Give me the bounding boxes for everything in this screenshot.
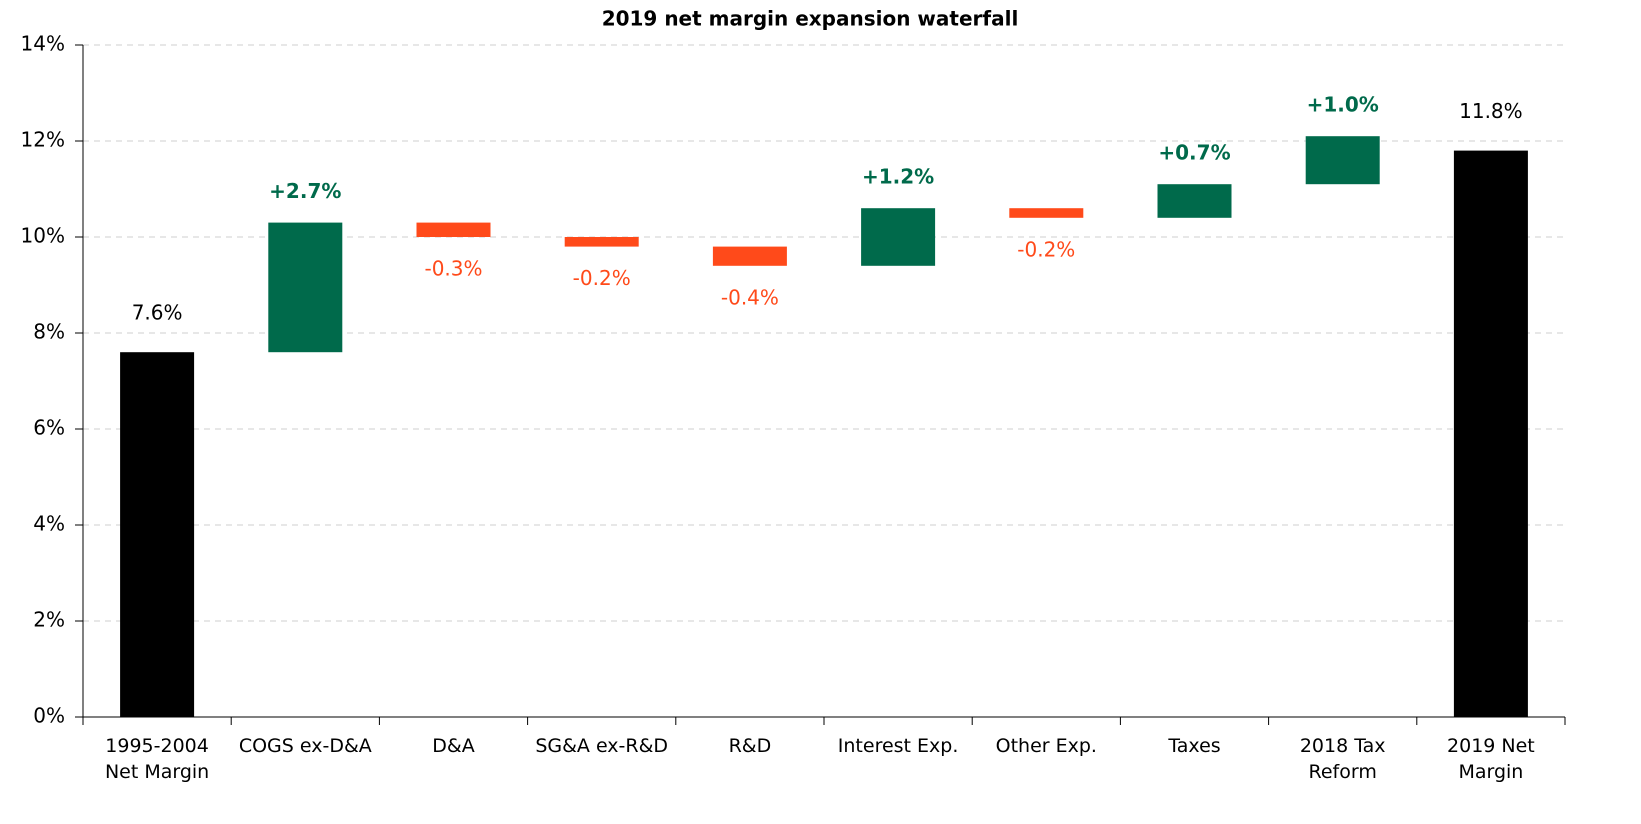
y-tick-label: 10% <box>21 224 65 248</box>
y-tick-label: 12% <box>21 128 65 152</box>
x-tick-label: D&A <box>432 735 475 757</box>
x-tick-label: COGS ex-D&A <box>238 735 372 757</box>
data-label: -0.2% <box>573 266 631 290</box>
data-label: +1.2% <box>862 165 934 189</box>
x-tick-label: 2018 Tax Reform <box>1299 735 1386 783</box>
x-tick-label: Taxes <box>1168 735 1221 757</box>
data-label: +0.7% <box>1158 141 1230 165</box>
data-label: 11.8% <box>1459 99 1523 123</box>
bar <box>1305 136 1380 185</box>
y-tick-label: 2% <box>33 608 65 632</box>
data-label: +1.0% <box>1307 93 1379 117</box>
x-tick-label: 1995-2004 Net Margin <box>104 735 210 783</box>
bar <box>416 222 491 237</box>
chart-title: 2019 net margin expansion waterfall <box>602 7 1019 31</box>
bar <box>712 246 787 266</box>
bar <box>1157 184 1232 218</box>
y-tick-label: 14% <box>21 32 65 56</box>
data-label: -0.3% <box>424 257 482 281</box>
bar <box>120 352 195 717</box>
bar <box>268 222 343 353</box>
y-tick-label: 6% <box>33 416 65 440</box>
bar <box>1009 208 1084 218</box>
x-tick-label: Interest Exp. <box>837 735 959 757</box>
y-tick-label: 4% <box>33 512 65 536</box>
y-tick-label: 8% <box>33 320 65 344</box>
data-label: +2.7% <box>269 179 341 203</box>
x-tick-label: Other Exp. <box>995 735 1097 757</box>
y-tick-label: 0% <box>33 704 65 728</box>
bar <box>564 237 639 247</box>
bar <box>861 208 936 266</box>
bar <box>1453 150 1528 718</box>
data-label: -0.4% <box>721 285 779 309</box>
x-tick-label: 2019 Net Margin <box>1447 735 1535 783</box>
data-label: -0.2% <box>1017 237 1075 261</box>
x-tick-label: R&D <box>728 735 772 757</box>
x-tick-label: SG&A ex-R&D <box>535 735 669 757</box>
data-label: 7.6% <box>132 301 183 325</box>
